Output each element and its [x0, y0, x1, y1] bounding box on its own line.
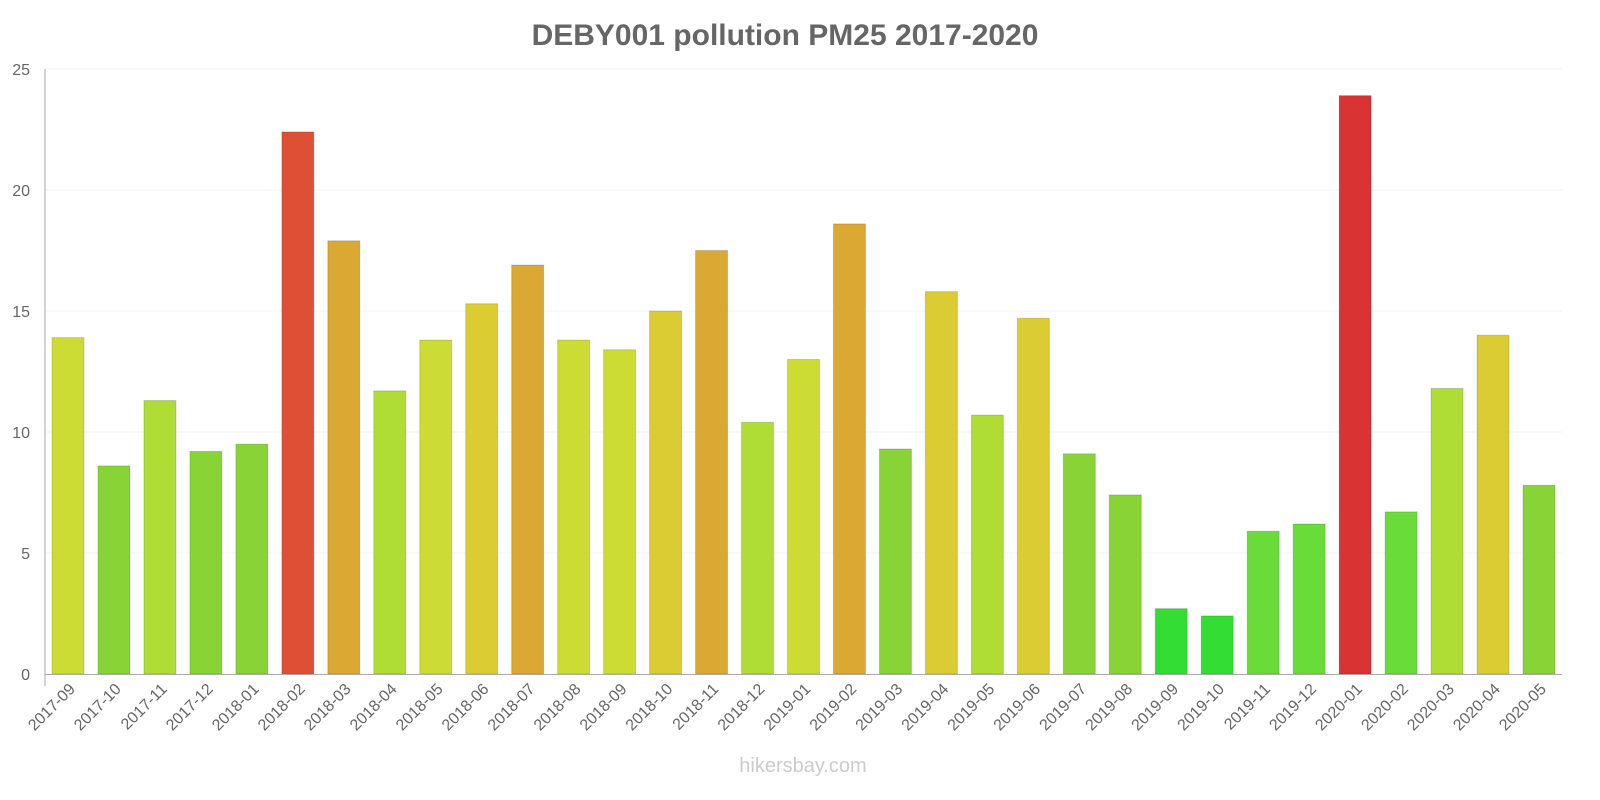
bar-2020-01[interactable] — [1338, 95, 1372, 675]
x-tick-label: 2018-11 — [670, 681, 723, 734]
x-tick-label: 2018-09 — [577, 681, 631, 735]
x-tick-label: 2018-05 — [393, 681, 447, 735]
x-tick-label: 2017-10 — [71, 681, 125, 735]
y-tick-label: 25 — [12, 62, 30, 79]
bar-2019-08[interactable] — [1108, 494, 1142, 675]
x-tick-label: 2017-09 — [25, 681, 79, 735]
bar-2019-09[interactable] — [1154, 608, 1188, 675]
bar-2019-01[interactable] — [787, 358, 820, 675]
x-tick-label: 2018-02 — [255, 681, 309, 735]
bar-2019-02[interactable] — [832, 223, 866, 675]
bar-2018-04[interactable] — [373, 390, 407, 675]
x-tick-label: 2020-04 — [1450, 681, 1504, 735]
x-tick-label: 2019-05 — [945, 681, 999, 735]
y-tick-label: 10 — [12, 425, 30, 442]
x-tick-label: 2019-08 — [1083, 681, 1137, 735]
x-tick-label: 2019-04 — [899, 681, 953, 735]
bar-2020-04[interactable] — [1476, 334, 1510, 675]
x-tick-label: 2018-12 — [715, 681, 769, 735]
x-tick-label: 2019-11 — [1221, 681, 1274, 734]
x-axis-ticks: 2017-092017-102017-112017-122018-012018-… — [25, 681, 1550, 735]
x-tick-label: 2019-10 — [1175, 681, 1229, 735]
y-tick-label: 20 — [12, 183, 30, 200]
bar-2018-12[interactable] — [741, 421, 775, 675]
bar-2020-03[interactable] — [1430, 387, 1464, 675]
x-tick-label: 2019-01 — [761, 681, 815, 735]
x-tick-label: 2020-01 — [1312, 681, 1366, 735]
x-tick-label: 2019-02 — [807, 681, 861, 735]
bar-2018-10[interactable] — [649, 310, 683, 675]
bar-2019-05[interactable] — [970, 414, 1004, 675]
x-tick-label: 2019-06 — [991, 681, 1045, 735]
x-tick-label: 2018-10 — [623, 681, 677, 735]
bar-2019-12[interactable] — [1292, 523, 1326, 675]
y-tick-label: 15 — [12, 304, 30, 321]
x-tick-label: 2019-07 — [1037, 681, 1091, 735]
bar-2020-02[interactable] — [1384, 511, 1418, 675]
x-tick-label: 2017-11 — [118, 681, 171, 734]
bar-2018-07[interactable] — [511, 264, 545, 675]
bar-2019-04[interactable] — [924, 291, 958, 675]
x-tick-label: 2018-06 — [439, 681, 493, 735]
bar-2018-11[interactable] — [695, 250, 729, 675]
x-tick-label: 2018-07 — [485, 681, 539, 735]
bar-2019-10[interactable] — [1200, 615, 1234, 675]
y-tick-label: 0 — [21, 667, 30, 684]
bar-2018-03[interactable] — [327, 240, 361, 675]
x-tick-label: 2018-08 — [531, 681, 585, 735]
x-tick-label: 2018-03 — [301, 681, 355, 735]
x-tick-label: 2018-04 — [347, 681, 401, 735]
y-tick-label: 5 — [21, 546, 30, 563]
bar-2018-08[interactable] — [557, 339, 591, 675]
bar-2020-05[interactable] — [1522, 484, 1556, 675]
bar-2018-09[interactable] — [603, 349, 637, 675]
x-tick-label: 2019-09 — [1129, 681, 1183, 735]
x-tick-label: 2020-05 — [1496, 681, 1550, 735]
bar-2017-12[interactable] — [189, 450, 223, 675]
x-tick-label: 2017-12 — [163, 681, 217, 735]
bar-2018-02[interactable] — [281, 131, 315, 675]
y-axis-ticks: 0 5 10 15 20 25 — [12, 62, 30, 684]
x-tick-label: 2020-02 — [1358, 681, 1412, 735]
x-tick-label: 2019-12 — [1266, 681, 1320, 735]
bar-2018-06[interactable] — [465, 303, 499, 675]
bar-2019-06[interactable] — [1016, 317, 1050, 675]
bar-2018-01[interactable] — [235, 443, 269, 675]
bar-2018-05[interactable] — [419, 339, 453, 675]
x-tick-label: 2018-01 — [209, 681, 263, 735]
bar-2017-09[interactable] — [51, 337, 85, 675]
bar-2019-07[interactable] — [1062, 453, 1096, 675]
bars — [51, 95, 1556, 675]
x-tick-label: 2019-03 — [853, 681, 907, 735]
bar-2017-10[interactable] — [97, 465, 131, 675]
x-tick-label: 2020-03 — [1404, 681, 1458, 735]
bar-2019-03[interactable] — [878, 448, 912, 675]
bar-2019-11[interactable] — [1246, 530, 1280, 675]
bar-2017-11[interactable] — [143, 400, 177, 675]
chart-title: DEBY001 pollution PM25 2017-2020 — [532, 19, 1039, 52]
credit-text: hikersbay.com — [739, 755, 866, 777]
